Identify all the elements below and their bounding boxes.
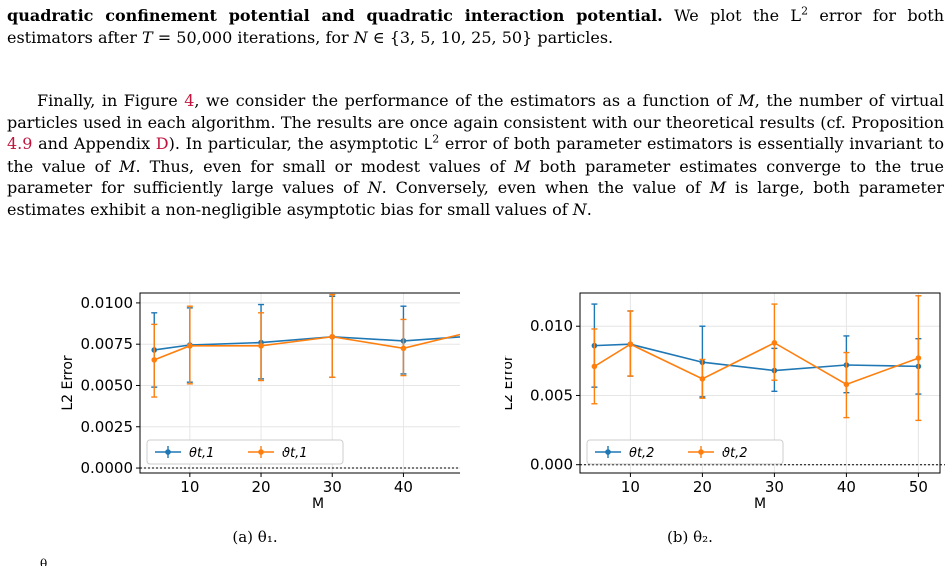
series-line-2 <box>153 330 475 361</box>
legend: θt,1 ϑt,1 <box>146 439 344 465</box>
x-tick-label: 30 <box>323 478 342 496</box>
y-tick-label: 0.005 <box>530 386 573 404</box>
x-tick-label: 20 <box>251 478 270 496</box>
series-line-1 <box>154 335 475 351</box>
data-point <box>915 355 922 361</box>
legend-label: θt,1 <box>189 446 214 461</box>
axes-frame <box>579 292 941 474</box>
data-point <box>329 333 336 340</box>
caption-a: (a) θ₁. <box>232 528 278 546</box>
x-tick-label: 10 <box>180 478 199 496</box>
legend: θt,2 ϑt,2 <box>586 439 784 465</box>
x-tick-label: 30 <box>765 478 784 496</box>
data-point <box>258 343 264 349</box>
series-line-2 <box>593 341 919 386</box>
chart-b-svg: 10 20 30 40 50 0.000 0.005 0.010 M L2 Error θt,2 ϑt… <box>500 292 946 512</box>
x-axis-label: M <box>312 496 324 512</box>
legend-marker <box>165 449 171 455</box>
chart-a: 10203040500.00000.00250.00500.00750.0100… <box>50 288 502 520</box>
data-point <box>771 340 778 346</box>
y-tick-label: 0.0050 <box>81 376 134 394</box>
figure-caption-paragraph: quadratic confinement potential and quad… <box>7 4 944 47</box>
y-tick-label: 0.010 <box>530 317 573 335</box>
caption-bold-text: quadratic confinement potential and quad… <box>7 6 663 25</box>
data-point <box>699 376 706 382</box>
y-tick-label: 0.000 <box>530 456 573 474</box>
data-point <box>151 357 158 363</box>
y-tick-label: 0.0075 <box>81 335 134 353</box>
data-point <box>591 363 598 370</box>
legend-marker <box>258 449 264 455</box>
data-point <box>400 345 407 352</box>
figure-link[interactable]: 4 <box>184 91 195 110</box>
y-tick-label: 0.0000 <box>81 459 134 477</box>
caption-b: (b) θ₂. <box>667 528 713 546</box>
x-axis-label: M <box>754 496 766 512</box>
legend-box <box>586 439 784 465</box>
data-point <box>843 381 850 388</box>
x-tick-label: 10 <box>621 478 640 496</box>
legend-marker <box>698 449 704 455</box>
chart-b: 10 20 30 40 50 0.000 0.005 0.010 M L2 Error θt,2 ϑt… <box>500 288 946 520</box>
x-tick-label: 40 <box>837 478 856 496</box>
chart-a-svg: 10203040500.00000.00250.00500.00750.0100… <box>60 292 502 512</box>
x-tick-label: 20 <box>693 478 712 496</box>
legend-marker <box>605 449 611 455</box>
legend-label: ϑt,1 <box>282 446 308 461</box>
cut-off-next-line: θ <box>40 557 48 566</box>
x-tick-label: 50 <box>909 478 928 496</box>
proposition-link[interactable]: 4.9 <box>7 134 33 153</box>
series-line-1 <box>594 343 919 372</box>
legend-box <box>146 439 344 465</box>
y-tick-label: 0.0100 <box>81 294 134 312</box>
data-point <box>627 341 634 348</box>
y-tick-label: 0.0025 <box>81 418 134 436</box>
legend-label: θt,2 <box>629 446 654 461</box>
y-axis-label: L2 Error <box>60 355 76 411</box>
x-tick-label: 40 <box>394 478 413 496</box>
data-point <box>187 343 193 349</box>
legend-label: ϑt,2 <box>722 446 748 461</box>
appendix-link[interactable]: D <box>155 134 169 153</box>
y-axis-label: L2 Error <box>505 355 516 411</box>
body-paragraph: Finally, in Figure 4, we consider the pe… <box>7 91 945 219</box>
